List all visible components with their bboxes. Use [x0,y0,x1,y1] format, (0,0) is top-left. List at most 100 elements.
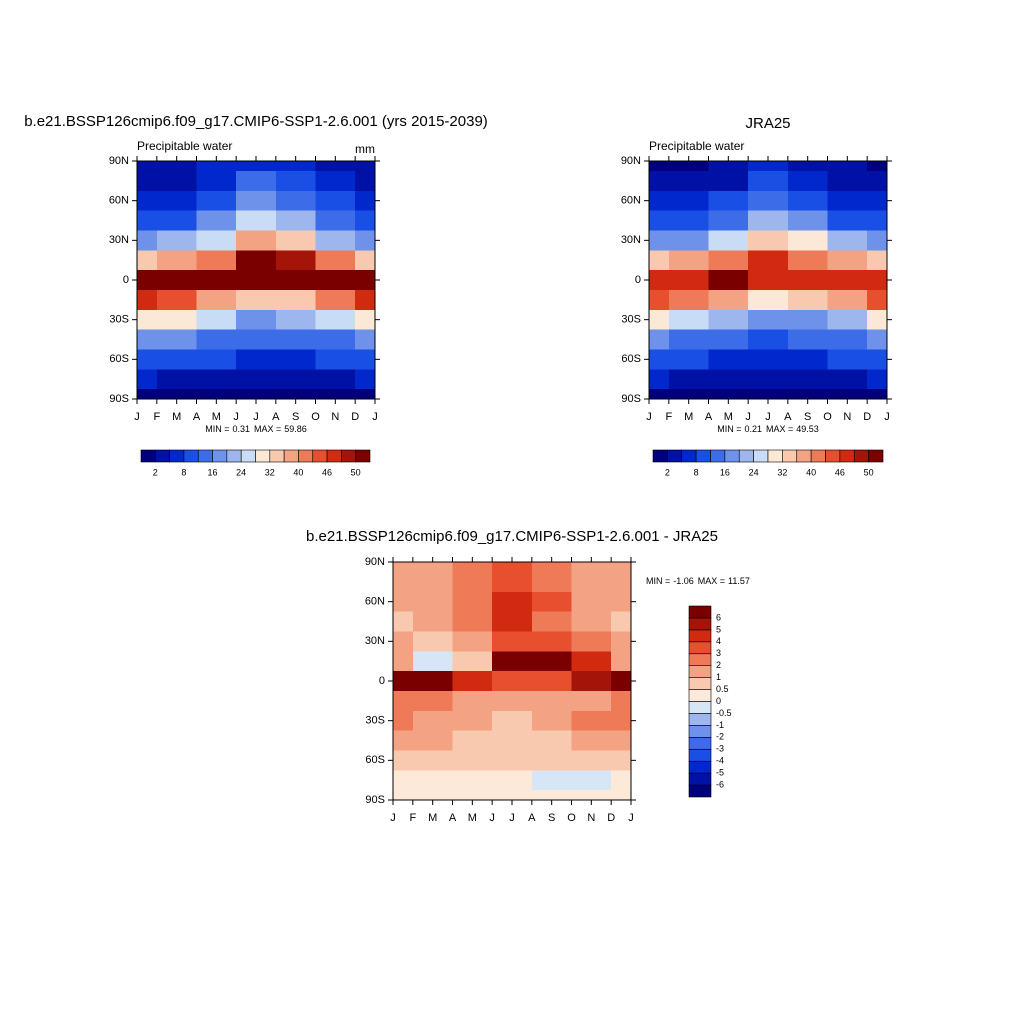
field-cell [531,750,573,771]
field-cell [412,631,454,652]
field-cell [748,190,789,212]
field-cell [452,730,493,752]
field-cell [867,250,888,271]
field-cell [827,190,868,212]
colorbar-label: 2 [665,467,670,477]
field-cell [867,309,888,331]
colorbar-box [738,449,754,463]
colorbar-box [298,449,314,463]
y-tick-label: 90N [621,155,641,167]
field-cell [611,790,632,801]
field-cell [315,329,356,351]
field-cell [275,309,317,331]
field-cell [708,250,749,271]
x-tick-label: N [331,411,339,423]
field-cell [275,161,317,172]
field-cell [787,369,829,390]
field-cell [668,230,710,251]
field-cell [492,770,533,791]
field-cell [787,230,829,251]
field-cell [571,730,612,752]
field-cell [611,611,632,633]
field-cell [531,671,573,692]
field-cell [611,651,632,672]
colorbar-box [839,449,855,463]
y-tick-label: 0 [635,274,641,286]
y-tick-label: 30S [109,314,129,326]
x-tick-label: M [468,812,477,824]
y-tick-label: 60S [109,353,129,365]
y-tick-label: 30S [621,314,641,326]
field-cell [156,230,198,251]
field-cell [867,270,888,291]
field-cell [787,309,829,331]
field-cell [315,389,356,400]
field-cell [355,309,376,331]
field-cell [275,170,317,192]
field-cell [668,389,710,400]
field-cell [137,369,158,390]
field-cell [137,190,158,212]
colorbar-label: -3 [716,744,724,754]
field-cell [315,170,356,192]
field-cell [393,591,414,613]
field-cell [236,190,277,212]
colorbar-box [283,449,299,463]
field-cell [748,270,789,291]
field-cell [236,369,277,390]
field-cell [668,349,710,370]
field-cell [412,562,454,573]
field-cell [393,710,414,732]
x-tick-label: J [509,812,515,824]
field-cell [668,170,710,192]
field-cell [649,289,670,311]
field-cell [355,210,376,232]
field-cell [137,289,158,311]
colorbar-box [688,617,712,631]
colorbar-box [868,449,884,463]
field-cell [196,270,237,291]
field-cell [787,250,829,271]
x-tick-label: S [804,411,811,423]
field-cell [236,230,277,251]
field-cell [236,349,277,370]
colorbar-box [724,449,740,463]
field-cell [156,250,198,271]
x-tick-label: M [172,411,181,423]
field-cell [787,170,829,192]
field-cell [649,329,670,351]
colorbar-label: 2 [153,467,158,477]
x-tick-label: J [884,411,890,423]
field-cell [668,190,710,212]
field-cell [867,190,888,212]
field-cell [492,790,533,801]
field-cell [236,309,277,331]
field-cell [452,591,493,613]
field-cell [708,309,749,331]
field-cell [236,289,277,311]
field-cell [708,270,749,291]
colorbar-box [853,449,869,463]
x-tick-label: D [863,411,871,423]
colorbar-label: 32 [265,467,275,477]
field-cell [393,750,414,771]
field-cell [708,389,749,400]
colorbar-box [710,449,726,463]
y-tick-label: 60N [621,195,641,207]
field-cell [571,770,612,791]
field-cell [748,230,789,251]
field-cell [236,270,277,291]
field-cell [355,170,376,192]
field-cell [393,770,414,791]
field-cell [571,790,612,801]
field-cell [531,571,573,593]
field-cell [452,690,493,712]
field-cell [571,651,612,672]
field-cell [611,750,632,771]
y-tick-label: 0 [379,675,385,687]
field-cell [867,389,888,400]
y-tick-label: 60S [365,754,385,766]
x-tick-label: M [684,411,693,423]
field-cell [492,562,533,573]
x-tick-label: J [134,411,140,423]
